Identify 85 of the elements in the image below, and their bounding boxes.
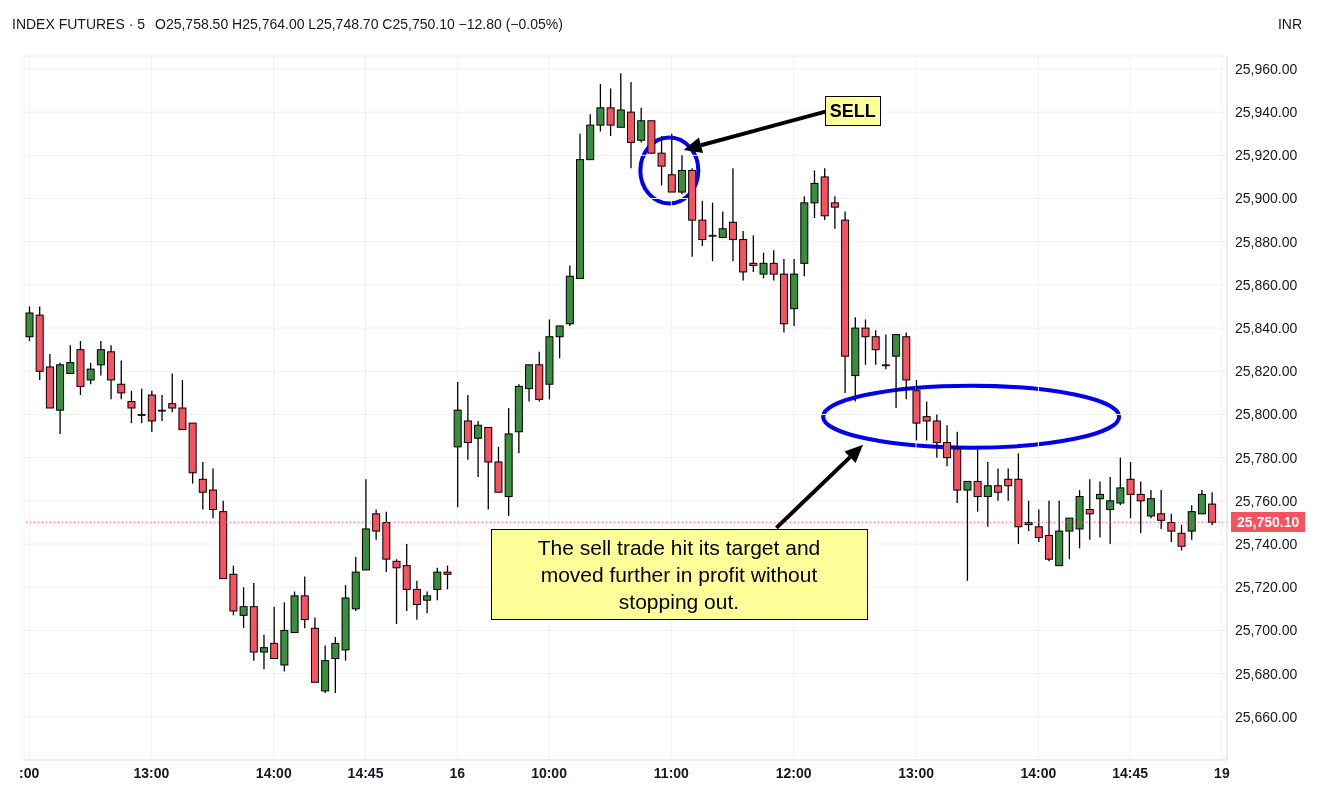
candlestick — [270, 606, 279, 660]
x-tick-label: 14:45 — [1112, 764, 1149, 781]
candlestick — [127, 390, 136, 424]
candlestick — [137, 387, 146, 424]
callout-box: The sell trade hit its target and moved further in profit without stopping out. — [490, 529, 868, 621]
candlestick — [616, 72, 625, 128]
candlestick — [158, 394, 166, 422]
candlestick — [892, 333, 901, 409]
candlestick — [331, 636, 340, 694]
candlestick — [433, 567, 442, 601]
candlestick — [209, 467, 218, 519]
y-tick-label: 25,820.00 — [1235, 363, 1298, 380]
candlestick — [881, 333, 890, 370]
candlestick — [402, 543, 411, 612]
candlestick — [443, 564, 452, 591]
candlestick — [423, 590, 432, 614]
x-tick-label: 14:00 — [1020, 764, 1057, 781]
candlestick — [637, 107, 646, 144]
x-tick-label: 14:45 — [347, 764, 384, 781]
y-tick-label: 25,840.00 — [1235, 320, 1298, 337]
candlestick — [677, 154, 686, 195]
candlestick — [392, 558, 401, 625]
candlestick — [932, 413, 941, 459]
y-tick-label: 25,900.00 — [1235, 190, 1298, 207]
candlestick — [994, 467, 1003, 502]
x-tick-label: :00 — [18, 764, 40, 781]
candlestick — [96, 340, 105, 377]
candlestick — [769, 249, 778, 282]
candlestick — [168, 372, 177, 413]
candlestick — [759, 251, 768, 280]
y-tick-label: 25,660.00 — [1235, 708, 1298, 725]
x-tick-label: 19 — [1214, 764, 1230, 781]
y-tick-label: 25,860.00 — [1235, 276, 1298, 293]
candlestick — [86, 362, 95, 385]
x-tick-label: 12:00 — [775, 764, 812, 781]
y-tick-label: 25,720.00 — [1235, 579, 1298, 596]
x-tick-label: 16 — [449, 764, 466, 781]
candlestick — [66, 344, 75, 375]
y-tick-label: 25,780.00 — [1235, 449, 1298, 466]
candlestick — [983, 461, 992, 528]
candlestick — [718, 210, 727, 239]
candlestick — [1197, 489, 1206, 515]
candlestick — [749, 234, 758, 273]
y-tick-label: 25,680.00 — [1235, 665, 1298, 682]
candlestick — [1146, 489, 1155, 519]
text: INR — [1277, 16, 1302, 32]
candlestick — [810, 169, 819, 219]
candlestick — [25, 305, 34, 342]
x-tick-label: 13:00 — [898, 764, 935, 781]
y-tick-label: 25,920.00 — [1235, 147, 1298, 164]
candlestick — [1106, 476, 1115, 545]
ref-line-label: 25,750.10 — [1231, 512, 1306, 533]
candlestick — [259, 634, 268, 670]
candlestick — [1187, 504, 1196, 541]
candlestick — [922, 400, 931, 442]
candlestick — [728, 167, 737, 262]
candlestick — [830, 195, 839, 230]
y-tick-label: 25,700.00 — [1235, 622, 1298, 639]
y-tick-label: 25,940.00 — [1235, 104, 1298, 121]
y-tick-label: 25,760.00 — [1235, 492, 1298, 509]
candlestick — [525, 364, 534, 403]
candlestick — [198, 461, 207, 511]
candlestick — [300, 575, 309, 629]
x-tick-label: 13:00 — [133, 764, 170, 781]
candlestick — [117, 359, 126, 401]
y-tick-label: 25,960.00 — [1235, 60, 1298, 77]
candlestick — [1095, 480, 1104, 539]
x-tick-label: 14:00 — [255, 764, 292, 781]
candlestick — [943, 424, 952, 467]
candlestick — [1177, 523, 1186, 552]
chart-title: INDEX FUTURES · 5 — [12, 16, 146, 32]
chart-subtitle: O25,758.50 H25,764.00 L25,748.70 C25,750.10 −12.80 (−0.05%) — [155, 16, 563, 32]
y-tick-label: 25,740.00 — [1235, 536, 1298, 553]
candlestick — [871, 329, 880, 366]
sell-callout-box: SELL — [824, 96, 881, 127]
candlestick — [463, 394, 472, 461]
candlestick — [474, 420, 483, 478]
y-tick-label: 25,800.00 — [1235, 406, 1298, 423]
candlestick — [1004, 467, 1013, 502]
x-tick-label: 11:00 — [653, 764, 690, 781]
x-tick-label: 10:00 — [531, 764, 568, 781]
candlestick — [667, 133, 676, 193]
y-tick-label: 25,880.00 — [1235, 233, 1298, 250]
candlestick — [412, 580, 421, 621]
candlestick — [861, 318, 870, 366]
